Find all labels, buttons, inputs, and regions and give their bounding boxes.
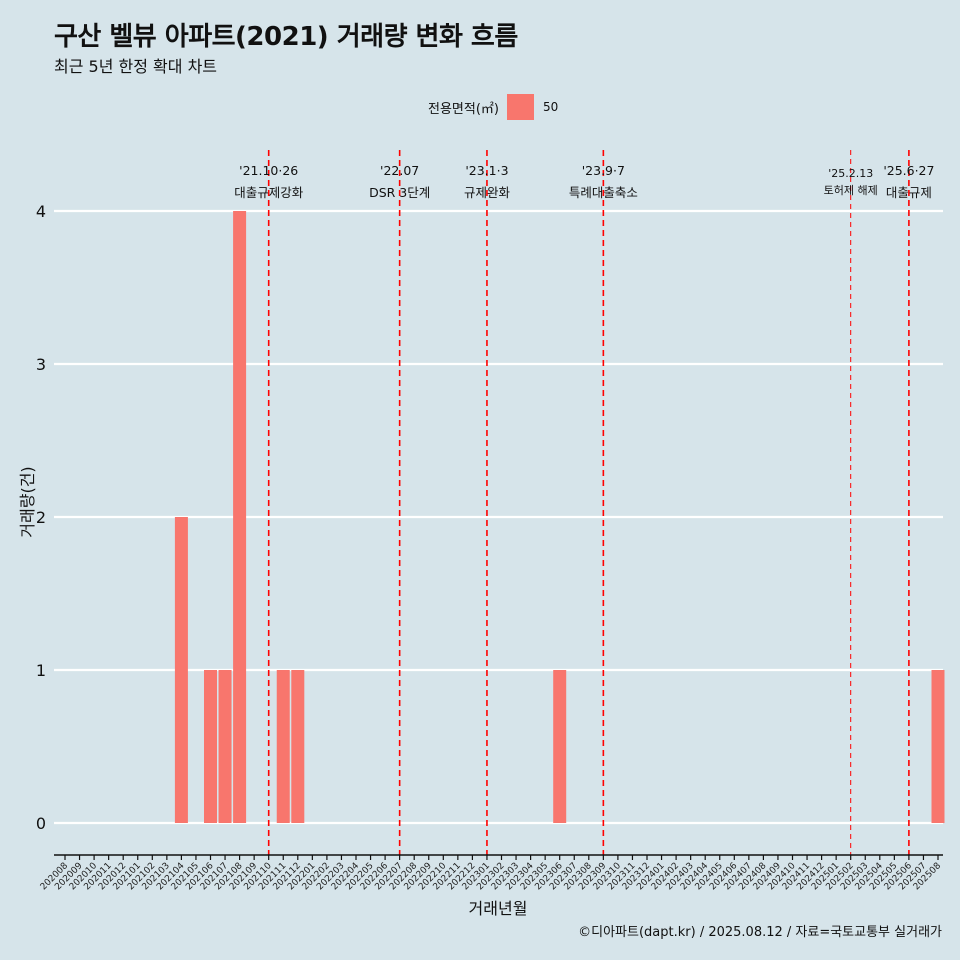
event-date-label: '25.2.13: [828, 167, 873, 180]
y-tick-label: 1: [36, 661, 46, 680]
y-tick-label: 4: [36, 202, 46, 221]
event-name-label: 토허제 해제: [824, 183, 878, 197]
bar-202106: [204, 670, 217, 823]
event-name-label: 특례대출축소: [569, 185, 638, 200]
y-axis-title: 거래량(건): [18, 466, 37, 537]
y-tick-label: 3: [36, 355, 46, 374]
legend-title: 전용면적(㎡): [428, 101, 499, 117]
chart-subtitle: 최근 5년 한정 확대 차트: [54, 57, 218, 76]
legend: 전용면적(㎡) 50: [428, 94, 558, 120]
event-date-label: '23.1·3: [465, 163, 508, 178]
legend-swatch: [506, 94, 534, 120]
y-tick-label: 0: [36, 814, 46, 833]
event-name-label: 대출규제: [886, 185, 932, 200]
event-name-label: DSR 3단계: [369, 185, 430, 200]
bar-202112: [291, 670, 305, 823]
source-caption: ©디아파트(dapt.kr) / 2025.08.12 / 자료=국토교통부 실…: [578, 925, 942, 940]
bar-202108: [233, 211, 247, 823]
event-date-label: '21.10·26: [239, 163, 298, 178]
event-date-label: '22.07: [380, 163, 419, 178]
y-tick-label: 2: [36, 508, 46, 527]
event-name-label: 규제완화: [464, 185, 511, 200]
bar-202104: [174, 517, 188, 823]
event-name-label: 대출규제강화: [234, 185, 304, 200]
bar-202508: [931, 670, 945, 823]
event-date-label: '23.9·7: [582, 163, 625, 178]
bar-202111: [276, 670, 290, 823]
event-date-label: '25.6·27: [883, 163, 934, 178]
bar-202306: [553, 670, 567, 823]
chart-title: 구산 벨뷰 아파트(2021) 거래량 변화 흐름: [54, 22, 518, 52]
legend-label: 50: [542, 100, 559, 114]
bar-202107: [218, 670, 232, 823]
x-axis-title: 거래년월: [469, 899, 528, 918]
